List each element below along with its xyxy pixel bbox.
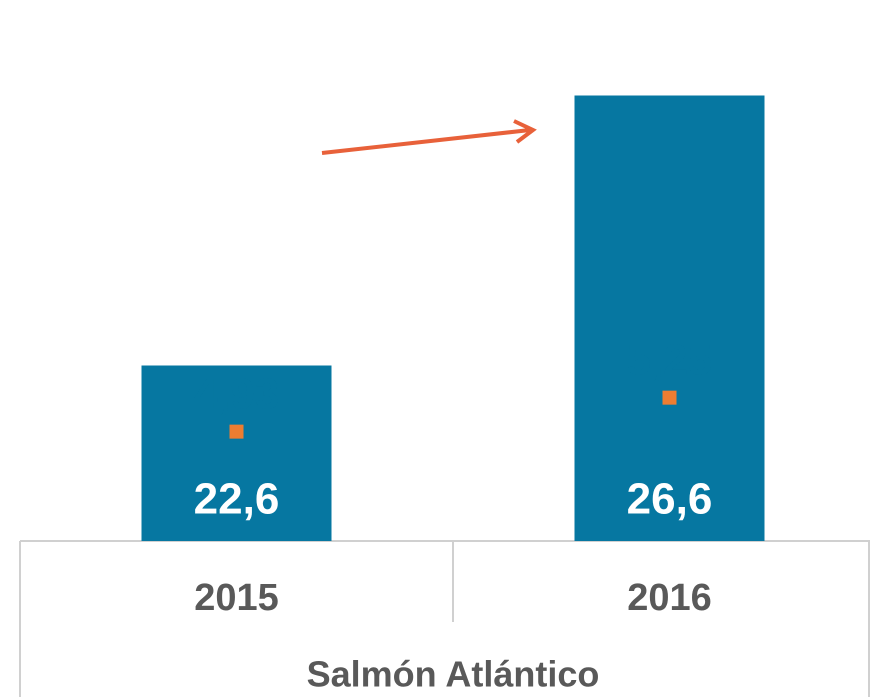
point-value-label: 4,93 (194, 369, 280, 418)
point-marker (229, 424, 244, 439)
bar-value-label: 26,6 (627, 475, 713, 524)
point-value-label: 5,25 (627, 335, 713, 384)
x-tick-label: 2016 (627, 577, 712, 619)
group-label: Salmón Atlántico (307, 654, 600, 695)
bar (574, 95, 765, 541)
point-marker (662, 390, 677, 405)
trend-arrow-head (513, 119, 537, 144)
x-tick-label: 2015 (194, 577, 279, 619)
trend-arrow (321, 128, 531, 155)
bar-value-label: 22,6 (194, 475, 280, 524)
bar (141, 365, 332, 541)
